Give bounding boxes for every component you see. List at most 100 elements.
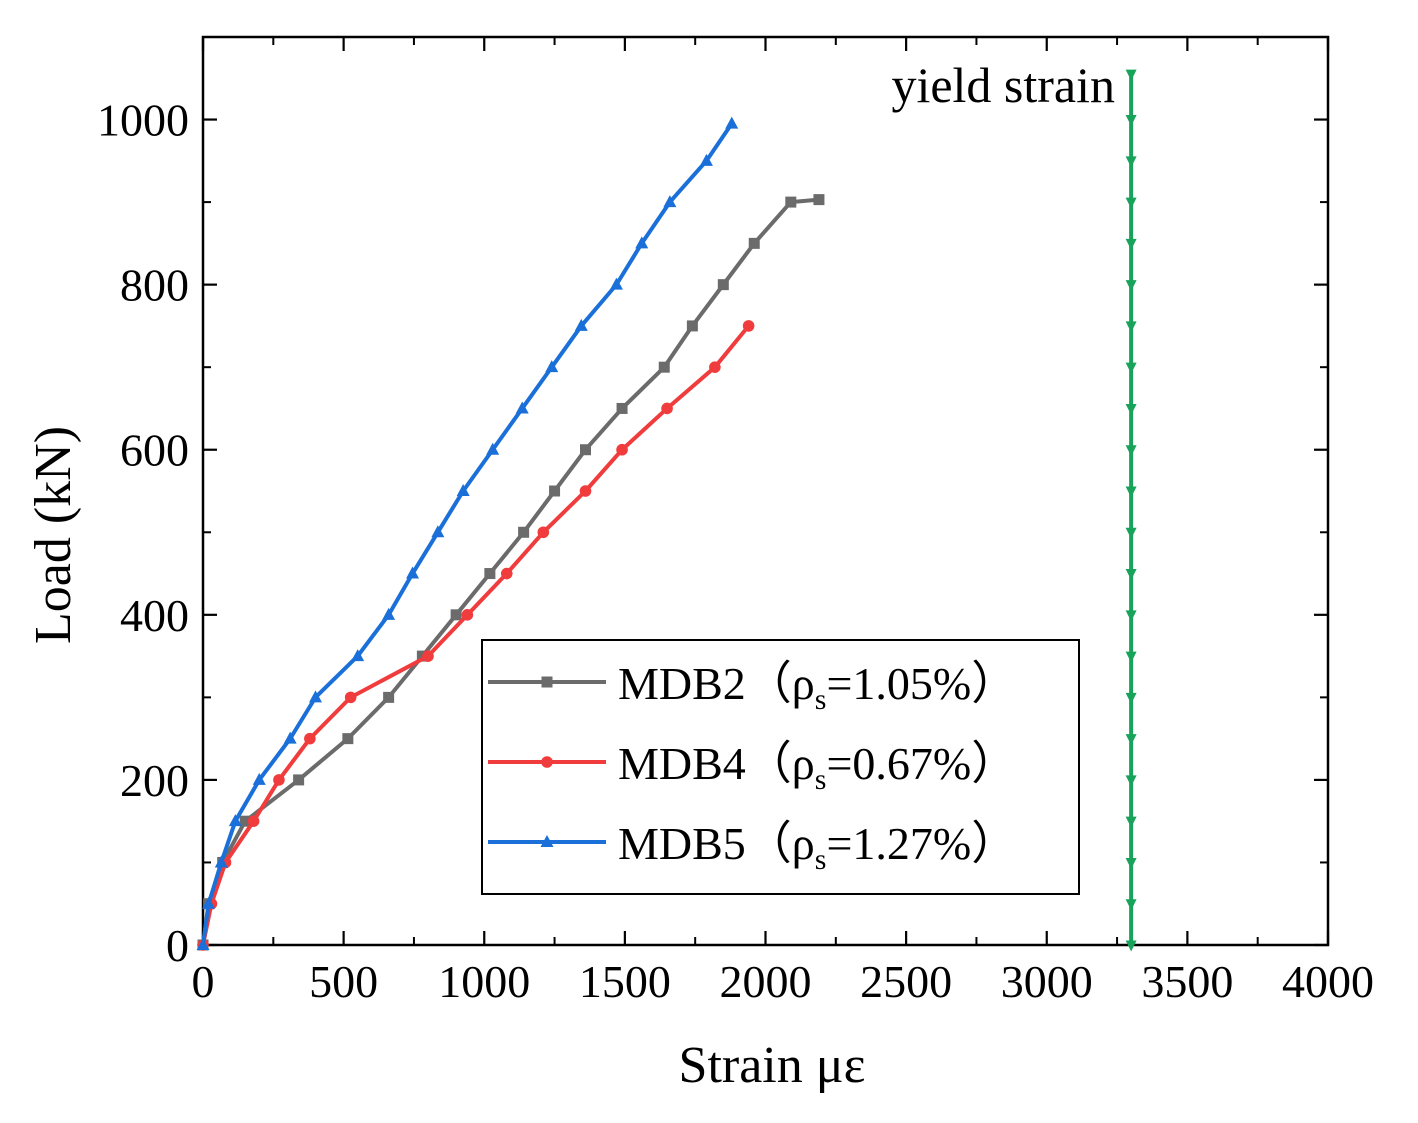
series-mdb5 xyxy=(196,116,739,950)
data-point-mdb5 xyxy=(214,855,228,868)
data-point-mdb5 xyxy=(196,938,210,950)
yield-strain-marker xyxy=(1125,197,1137,209)
data-point-mdb5 xyxy=(515,401,529,414)
data-point-mdb4 xyxy=(344,691,357,704)
data-point-mdb5 xyxy=(406,566,420,579)
data-point-mdb5 xyxy=(609,277,623,290)
yield-strain-marker xyxy=(1125,569,1137,581)
x-tick-label: 2000 xyxy=(720,956,812,1007)
legend-marker xyxy=(541,676,553,688)
data-point-mdb2 xyxy=(580,444,591,456)
y-tick-label: 200 xyxy=(120,755,189,806)
data-point-mdb5 xyxy=(574,318,588,331)
y-tick-label: 600 xyxy=(120,425,189,476)
legend-label: MDB5（ρs=1.27%） xyxy=(618,818,1017,876)
data-point-mdb4 xyxy=(579,485,592,497)
data-point-mdb2 xyxy=(239,815,251,827)
data-point-mdb5 xyxy=(202,896,216,909)
x-tick-label: 4000 xyxy=(1282,956,1374,1007)
yield-strain-line-group xyxy=(1125,69,1137,952)
data-point-mdb4 xyxy=(247,815,260,827)
y-axis-title: Load (kN) xyxy=(25,426,82,644)
data-point-mdb2 xyxy=(484,568,496,580)
yield-strain-label: yield strain xyxy=(891,57,1115,113)
yield-strain-marker xyxy=(1125,445,1137,457)
legend-item-mdb5: MDB5（ρs=1.27%） xyxy=(488,818,1017,876)
data-point-mdb4 xyxy=(461,609,474,621)
x-tick-label: 0 xyxy=(192,956,215,1007)
data-point-mdb5 xyxy=(431,525,445,538)
data-point-mdb2 xyxy=(383,691,395,703)
yield-strain-marker xyxy=(1125,362,1137,374)
data-point-mdb5 xyxy=(663,195,677,208)
yield-strain-marker xyxy=(1125,321,1137,333)
yield-strain-marker xyxy=(1125,527,1137,539)
y-tick-label: 800 xyxy=(120,260,189,311)
data-point-mdb2 xyxy=(717,279,729,291)
yield-strain-marker xyxy=(1125,651,1137,663)
data-point-mdb2 xyxy=(658,361,670,373)
yield-strain-marker xyxy=(1125,403,1137,415)
legend-marker xyxy=(541,756,553,768)
yield-strain-marker xyxy=(1125,692,1137,704)
yield-strain-marker xyxy=(1125,816,1137,828)
yield-strain-marker xyxy=(1125,238,1137,250)
data-point-mdb4 xyxy=(742,320,755,332)
data-point-mdb4 xyxy=(304,732,316,745)
data-point-mdb5 xyxy=(283,731,297,744)
data-point-mdb2 xyxy=(785,196,797,208)
data-point-mdb5 xyxy=(382,607,396,620)
yield-strain-marker xyxy=(1125,486,1137,498)
data-point-mdb4 xyxy=(422,650,434,662)
x-tick-label: 3000 xyxy=(1001,956,1093,1007)
axes: 0 500 1000 1500 2000 2500 3000 3500 4000 0 200 400 6… xyxy=(97,35,1374,1007)
data-point-mdb5 xyxy=(456,484,470,496)
data-point-mdb2 xyxy=(748,237,760,249)
data-point-mdb4 xyxy=(273,774,285,786)
data-point-mdb5 xyxy=(545,360,559,373)
data-point-mdb2 xyxy=(686,320,698,332)
yield-strain-marker xyxy=(1125,156,1137,168)
yield-strain-marker xyxy=(1125,610,1137,622)
legend-label: MDB2（ρs=1.05%） xyxy=(618,658,1017,716)
data-point-mdb2 xyxy=(518,526,530,538)
yield-strain-marker xyxy=(1125,857,1137,869)
data-point-mdb2 xyxy=(616,402,628,414)
data-point-mdb5 xyxy=(228,814,242,827)
data-point-mdb5 xyxy=(252,772,266,785)
yield-strain-marker xyxy=(1125,115,1137,127)
x-tick-label: 2500 xyxy=(860,956,952,1007)
legend-marker xyxy=(540,835,554,847)
data-point-mdb4 xyxy=(616,443,628,456)
data-point-mdb2 xyxy=(813,194,825,206)
yield-strain-marker xyxy=(1125,899,1137,911)
yield-strain-marker xyxy=(1125,940,1137,952)
legend: MDB2（ρs=1.05%） MDB4（ρs=0.67%） MDB5（ρs=1.27… xyxy=(481,639,1080,895)
data-point-mdb5 xyxy=(309,690,322,703)
x-axis-title: Strain με xyxy=(679,1037,866,1094)
series-line-mdb4 xyxy=(201,324,751,946)
yield-strain-marker xyxy=(1125,280,1137,292)
y-tick-label: 400 xyxy=(120,590,189,641)
x-tick-label: 3500 xyxy=(1141,956,1233,1007)
legend-item-mdb4: MDB4（ρs=0.67%） xyxy=(488,738,1017,796)
data-point-mdb2 xyxy=(293,774,305,786)
data-point-mdb5 xyxy=(486,442,500,455)
data-point-mdb5 xyxy=(725,116,739,129)
x-tick-label: 1000 xyxy=(438,956,530,1007)
data-point-mdb2 xyxy=(450,609,462,621)
x-tick-label: 500 xyxy=(309,956,378,1007)
data-point-mdb5 xyxy=(699,153,713,166)
legend-label: MDB4（ρs=0.67%） xyxy=(618,738,1017,796)
data-point-mdb4 xyxy=(661,402,673,415)
yield-strain-marker xyxy=(1125,734,1137,746)
data-point-mdb2 xyxy=(549,485,561,497)
data-point-mdb4 xyxy=(500,567,513,580)
x-tick-label: 1500 xyxy=(579,956,671,1007)
data-point-mdb5 xyxy=(351,649,365,662)
yield-strain-marker xyxy=(1125,775,1137,787)
data-point-mdb5 xyxy=(635,236,649,249)
series-line-mdb2 xyxy=(201,197,820,946)
legend-item-mdb2: MDB2（ρs=1.05%） xyxy=(488,658,1017,716)
